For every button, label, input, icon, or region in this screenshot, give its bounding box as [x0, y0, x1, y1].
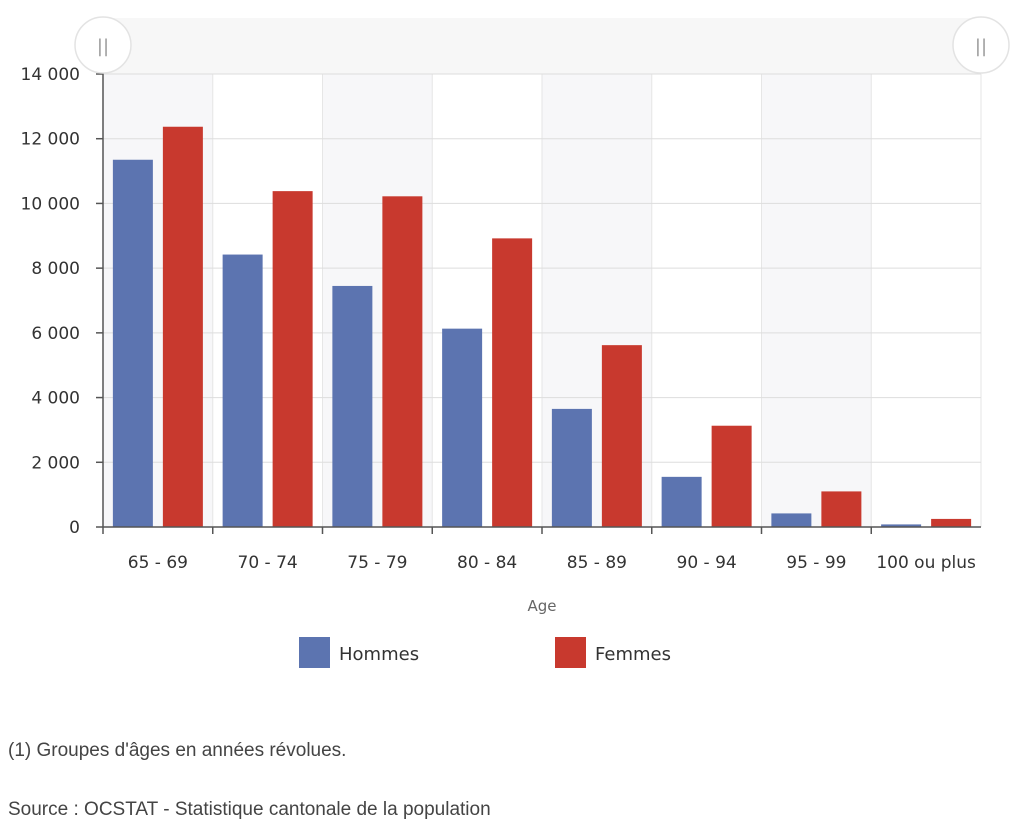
x-axis-title: Age — [527, 597, 556, 615]
range-navigator — [103, 18, 983, 74]
legend-swatch-hommes — [299, 637, 330, 668]
legend-label-femmes: Femmes — [595, 644, 671, 665]
x-tick-label: 90 - 94 — [677, 553, 737, 573]
bar-femmes-2 — [382, 196, 423, 527]
bar-femmes-4 — [601, 345, 642, 527]
x-tick-label: 65 - 69 — [128, 553, 188, 573]
handle-grip-icon: || — [97, 36, 109, 57]
footnote: (1) Groupes d'âges en années révolues. — [8, 740, 347, 761]
y-tick-label: 0 — [69, 518, 80, 538]
y-tick-label: 4 000 — [31, 389, 80, 409]
bar-hommes-5 — [661, 476, 702, 527]
plot-band — [761, 74, 872, 527]
bar-hommes-4 — [551, 408, 592, 527]
source-note: Source : OCSTAT - Statistique cantonale … — [8, 799, 491, 820]
x-tick-label: 100 ou plus — [876, 553, 976, 573]
navigator-handle-left[interactable]: || — [74, 16, 132, 74]
y-tick-label: 6 000 — [31, 324, 80, 344]
y-tick-label: 10 000 — [21, 194, 80, 214]
x-tick-label: 75 - 79 — [347, 553, 407, 573]
navigator-handles: || || — [74, 16, 1010, 74]
bar-femmes-0 — [162, 126, 203, 528]
bar-hommes-3 — [442, 328, 483, 527]
bar-hommes-1 — [222, 254, 263, 527]
y-tick-label: 14 000 — [21, 65, 80, 85]
bar-hommes-6 — [771, 513, 812, 527]
navigator-track — [103, 18, 983, 74]
handle-circle — [74, 16, 132, 74]
y-tick-label: 2 000 — [31, 453, 80, 473]
legend-label-hommes: Hommes — [339, 644, 419, 665]
x-tick-label: 70 - 74 — [238, 553, 298, 573]
bar-hommes-2 — [332, 285, 373, 527]
bar-hommes-0 — [112, 159, 153, 527]
bars — [112, 126, 972, 528]
legend-swatch-femmes — [555, 637, 586, 668]
bar-femmes-7 — [931, 518, 972, 527]
bar-femmes-1 — [272, 191, 313, 527]
y-tick-label: 8 000 — [31, 259, 80, 279]
handle-circle — [952, 16, 1010, 74]
y-axis-ticks: 0 2 000 4 000 6 000 8 000 10 000 12 000 14 000 — [21, 65, 103, 538]
x-tick-label: 80 - 84 — [457, 553, 517, 573]
y-tick-label: 12 000 — [21, 130, 80, 150]
navigator-handle-right[interactable]: || — [952, 16, 1010, 74]
plot-bands — [103, 74, 872, 527]
x-tick-label: 85 - 89 — [567, 553, 627, 573]
legend: Hommes Femmes — [299, 637, 671, 668]
bar-hommes-7 — [881, 524, 922, 527]
bar-femmes-3 — [492, 238, 533, 528]
bar-femmes-5 — [711, 425, 752, 527]
bar-femmes-6 — [821, 491, 862, 527]
x-tick-label: 95 - 99 — [786, 553, 846, 573]
x-axis-ticks: 65 - 69 70 - 74 75 - 79 80 - 84 85 - 89 90 - … — [102, 527, 976, 573]
handle-grip-icon: || — [975, 36, 987, 57]
